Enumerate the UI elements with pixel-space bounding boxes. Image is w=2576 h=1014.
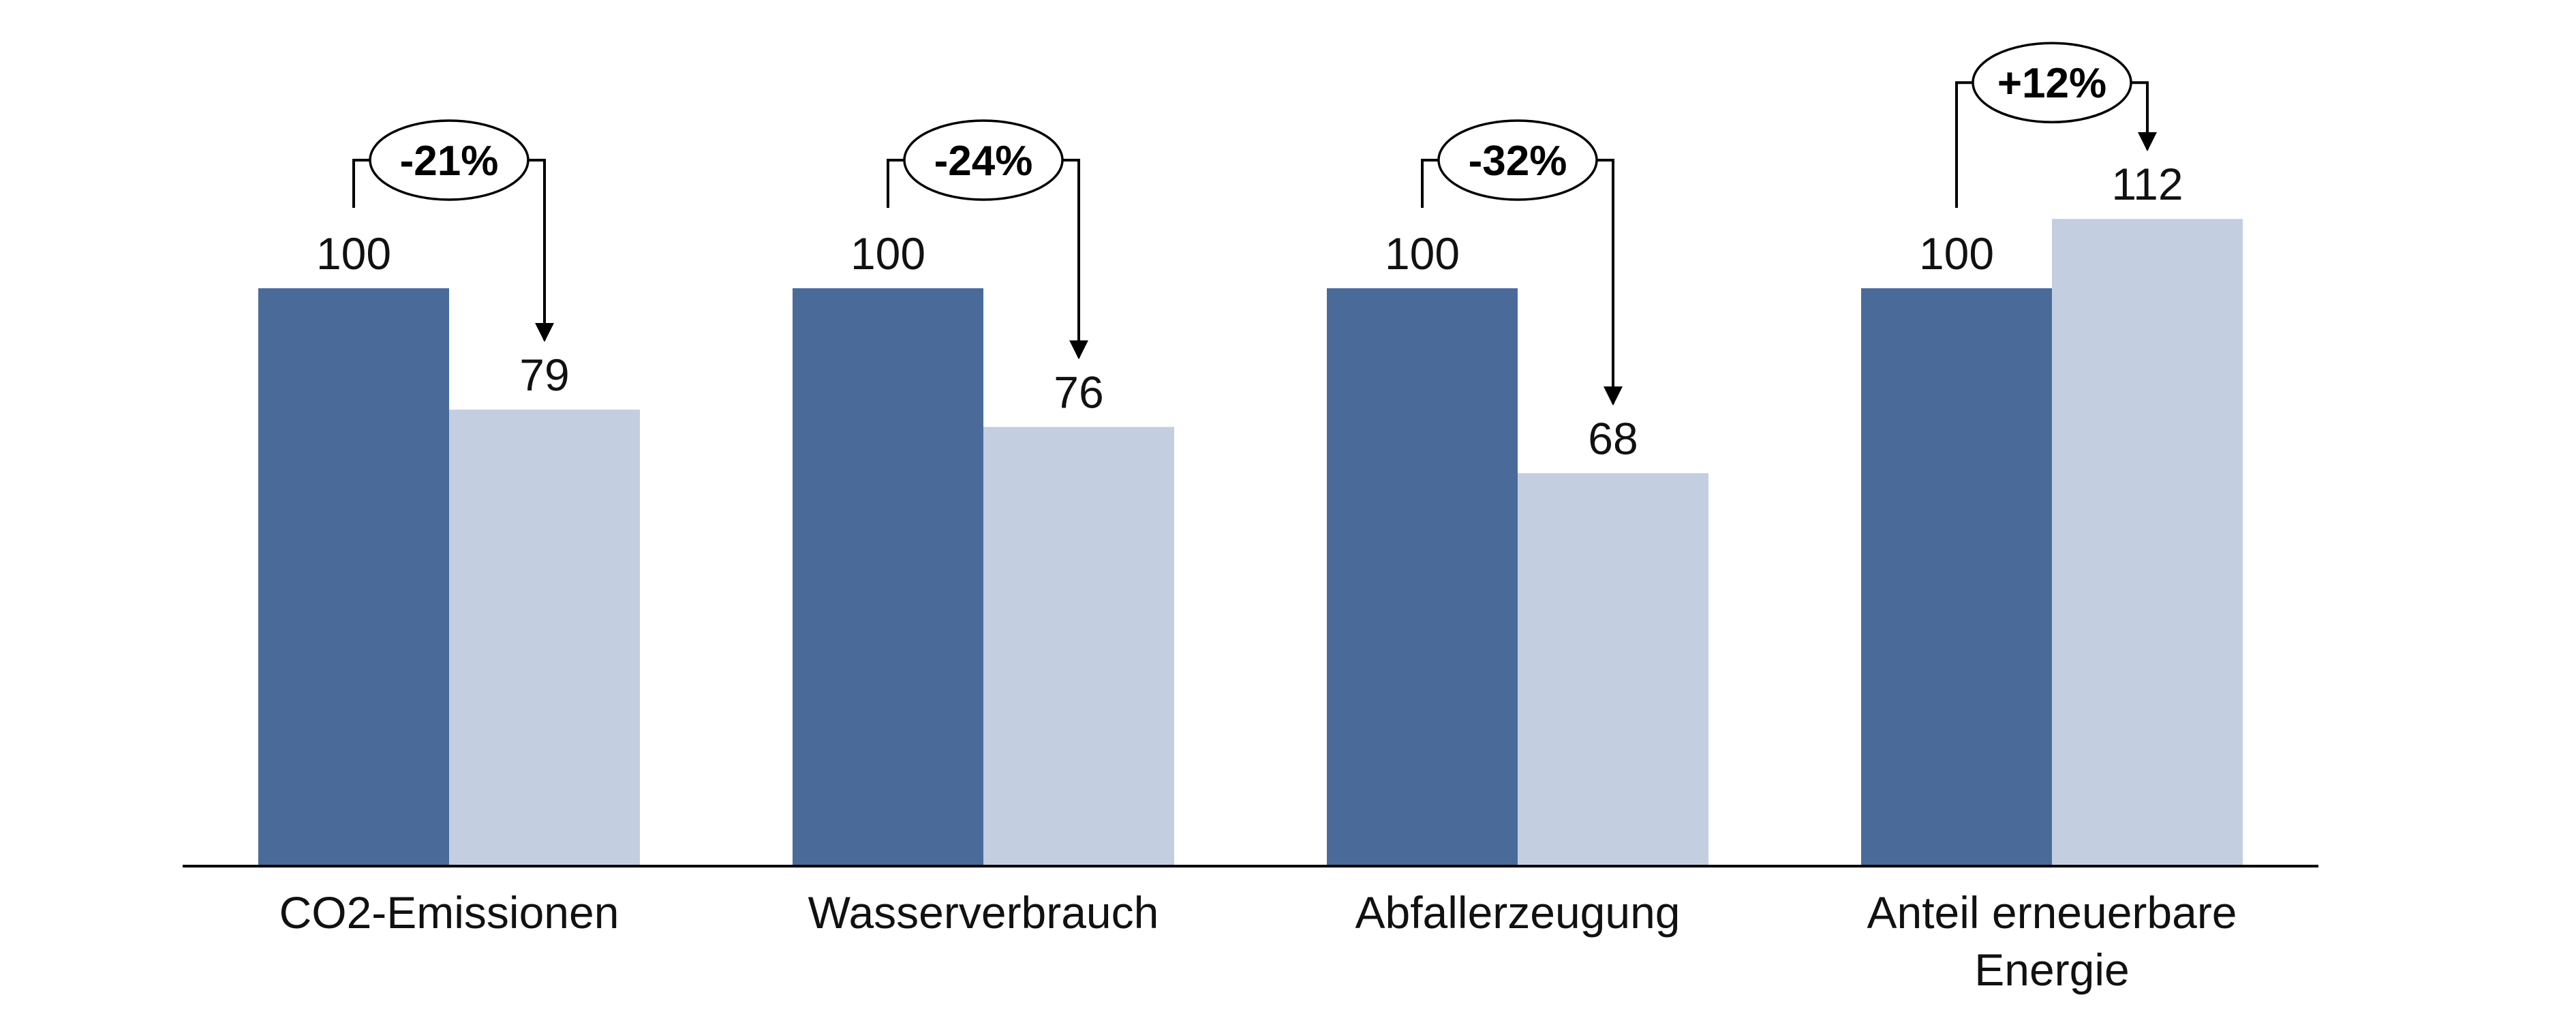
category-label-2: Abfallerzeugung (1355, 887, 1680, 938)
bar-baseline-2 (1327, 288, 1518, 866)
category-label-line: Wasserverbrauch (808, 887, 1159, 938)
data-label-baseline-2: 100 (1385, 228, 1460, 279)
bar-current-2 (1518, 473, 1708, 866)
labels-layer: 100 79 CO2-Emissionen 100 76 Wasserverbrauch 1… (279, 159, 2237, 995)
category-label-line: Anteil erneuerbare (1867, 887, 2237, 938)
change-bracket-left-1 (887, 159, 907, 208)
bar-current-0 (449, 410, 640, 866)
change-ellipse-3 (1972, 42, 2132, 123)
bar-current-1 (983, 427, 1174, 866)
data-label-baseline-0: 100 (316, 228, 391, 279)
change-arrow-3 (2128, 81, 2157, 152)
change-bracket-left-3 (1955, 81, 1976, 208)
data-label-current-0: 79 (519, 350, 569, 400)
change-bracket-left-0 (352, 159, 373, 208)
bar-baseline-1 (793, 288, 983, 866)
data-label-baseline-1: 100 (850, 228, 925, 279)
category-label-line: Energie (1974, 944, 2130, 995)
change-ellipse-1 (903, 119, 1064, 201)
change-ellipse-0 (369, 119, 530, 201)
change-ellipse-2 (1437, 119, 1598, 201)
category-label-line: Abfallerzeugung (1355, 887, 1680, 938)
category-label-3: Anteil erneuerbare Energie (1867, 887, 2237, 995)
data-label-current-1: 76 (1054, 367, 1103, 418)
change-label-1: -24% (934, 138, 1033, 185)
change-label-0: -21% (400, 138, 499, 185)
change-label-2: -32% (1469, 138, 1567, 185)
category-label-1: Wasserverbrauch (808, 887, 1159, 938)
change-arrow-1 (1060, 159, 1088, 360)
bar-current-3 (2052, 219, 2243, 866)
category-label-0: CO2-Emissionen (279, 887, 619, 938)
category-label-line: CO2-Emissionen (279, 887, 619, 938)
change-arrow-0 (525, 159, 554, 342)
bars-layer (258, 219, 2243, 866)
bar-baseline-0 (258, 288, 449, 866)
annotations-layer: -21% -24% -32% +12% (352, 42, 2157, 406)
change-bracket-left-2 (1421, 159, 1441, 208)
data-label-current-2: 68 (1588, 413, 1638, 463)
change-label-3: +12% (1997, 60, 2106, 107)
data-label-current-3: 112 (2111, 159, 2183, 209)
bar-baseline-3 (1861, 288, 2052, 866)
data-label-baseline-3: 100 (1919, 228, 1994, 279)
change-arrow-2 (1594, 159, 1623, 406)
